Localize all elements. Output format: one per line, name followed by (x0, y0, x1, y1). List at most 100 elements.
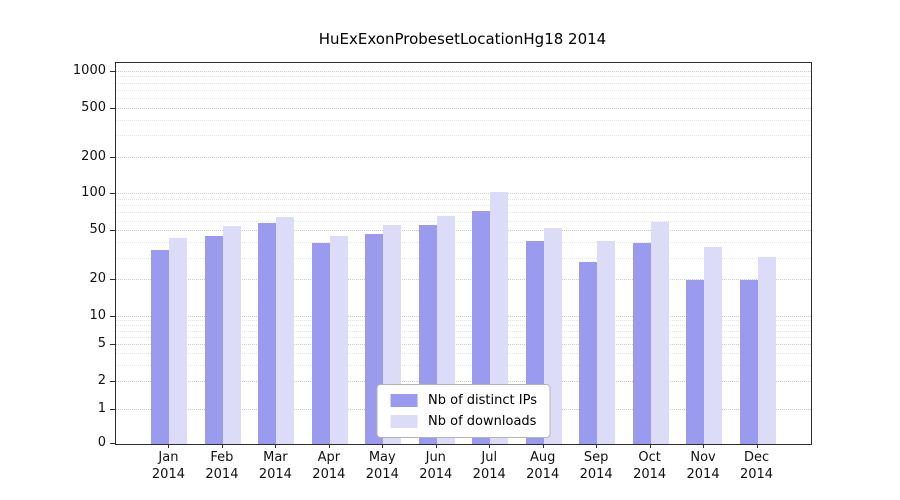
x-tick-year: 2014 (686, 467, 720, 482)
x-tick-label: Jun 2014 (406, 449, 466, 483)
x-tick-month: Jun (425, 450, 446, 465)
gridline-minor (116, 242, 811, 244)
gridline-minor (116, 325, 811, 327)
legend: Nb of distinct IPs Nb of downloads (376, 384, 551, 438)
gridline-minor (116, 364, 811, 366)
gridline (116, 107, 811, 109)
x-tick-label: May 2014 (352, 449, 412, 483)
x-tick-mark (435, 444, 437, 448)
y-tick-label: 200 (81, 148, 106, 164)
y-tick-label: 50 (89, 222, 106, 238)
legend-label-distinct-ips: Nb of distinct IPs (428, 393, 537, 408)
x-tick-year: 2014 (526, 467, 560, 482)
bar-downloads (704, 247, 723, 444)
x-tick-label: Jul 2014 (459, 449, 519, 483)
x-tick-mark (168, 444, 170, 448)
x-tick-month: Sep (583, 450, 609, 465)
x-tick-mark (649, 444, 651, 448)
x-tick-month: Nov (690, 450, 716, 465)
bar-distinct-ips (739, 280, 758, 444)
bar-distinct-ips (311, 243, 330, 444)
gridline (116, 156, 811, 158)
x-tick-year: 2014 (151, 467, 185, 482)
y-tick-mark (110, 279, 115, 281)
bar-distinct-ips (151, 250, 170, 444)
x-tick-label: Apr 2014 (299, 449, 359, 483)
x-tick-month: Mar (263, 450, 288, 465)
gridline (116, 316, 811, 318)
gridline-minor (116, 336, 811, 338)
x-tick-mark (382, 444, 384, 448)
y-tick-label: 0 (97, 435, 106, 450)
x-tick-mark (596, 444, 598, 448)
gridline-minor (116, 89, 811, 91)
y-tick-label: 10 (89, 308, 106, 324)
x-tick-mark (542, 444, 544, 448)
gridline (116, 230, 811, 232)
bar-downloads (757, 256, 776, 444)
gridline-minor (116, 82, 811, 84)
x-tick-label: Sep 2014 (566, 449, 626, 483)
gridline (116, 344, 811, 346)
y-tick-label: 1 (97, 401, 106, 417)
gridline-minor (116, 212, 811, 214)
gridline (116, 279, 811, 281)
x-tick-month: Apr (317, 450, 341, 465)
x-tick-label: Mar 2014 (245, 449, 305, 483)
legend-label-downloads: Nb of downloads (428, 414, 537, 429)
chart-title: HuExExonProbesetLocationHg18 2014 (318, 30, 607, 48)
x-tick-mark (221, 444, 223, 448)
x-tick-year: 2014 (312, 467, 346, 482)
x-tick-year: 2014 (365, 467, 399, 482)
bar-downloads (222, 226, 241, 444)
x-tick-year: 2014 (419, 467, 453, 482)
x-tick-year: 2014 (258, 467, 292, 482)
bar-downloads (490, 192, 509, 444)
y-tick-label: 2 (97, 373, 106, 389)
gridline (116, 70, 811, 72)
bar-distinct-ips (632, 243, 651, 444)
gridline-minor (116, 220, 811, 222)
bar-distinct-ips (686, 280, 705, 444)
bar-downloads (650, 221, 669, 444)
y-tick-mark (110, 409, 115, 411)
y-tick-mark (110, 230, 115, 232)
gridline-minor (116, 134, 811, 136)
x-tick-month: Aug (529, 450, 556, 465)
legend-swatch-downloads (390, 415, 418, 428)
x-tick-mark (703, 444, 705, 448)
x-tick-month: Oct (638, 450, 661, 465)
bar-downloads (276, 217, 295, 444)
y-tick-mark (110, 156, 115, 158)
y-tick-label: 5 (97, 336, 106, 352)
bar-distinct-ips (258, 223, 277, 444)
gridline-minor (116, 257, 811, 259)
y-tick-label: 20 (89, 271, 106, 287)
bar-distinct-ips (204, 235, 223, 444)
x-tick-month: Jul (481, 450, 498, 465)
x-tick-year: 2014 (205, 467, 239, 482)
y-tick-mark (110, 381, 115, 383)
y-tick-label: 500 (81, 99, 106, 115)
gridline-minor (116, 199, 811, 201)
y-tick-mark (110, 70, 115, 72)
x-tick-label: Feb 2014 (192, 449, 252, 483)
x-tick-year: 2014 (739, 467, 774, 482)
x-tick-mark (328, 444, 330, 448)
y-tick-mark (110, 107, 115, 109)
gridline-minor (116, 119, 811, 121)
x-tick-mark (756, 444, 758, 448)
y-tick-mark (110, 193, 115, 195)
plot-area: Nb of distinct IPs Nb of downloads (115, 62, 812, 445)
x-tick-label: Aug 2014 (513, 449, 573, 483)
y-tick-mark (110, 443, 115, 444)
gridline (116, 381, 811, 383)
x-tick-month: May (368, 450, 396, 465)
legend-item-downloads: Nb of downloads (390, 414, 537, 429)
x-tick-mark (489, 444, 491, 448)
bar-distinct-ips (579, 262, 598, 444)
x-tick-month: Jan (158, 450, 179, 465)
legend-swatch-distinct-ips (390, 394, 418, 407)
gridline-minor (116, 97, 811, 99)
